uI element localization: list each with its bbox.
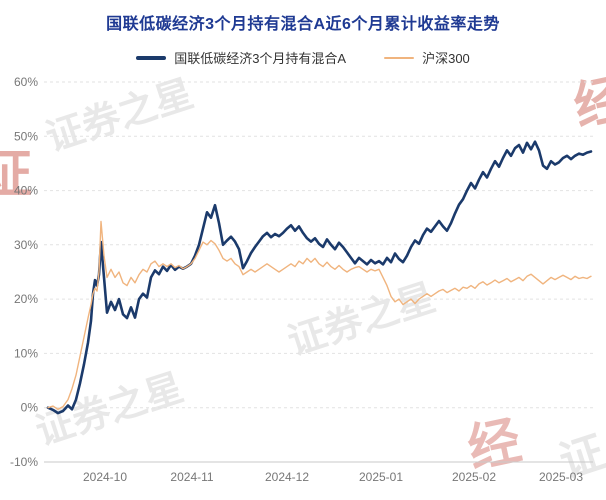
legend-label-csi300: 沪深300	[422, 51, 470, 66]
legend-label-fund: 国联低碳经济3个月持有混合A	[174, 51, 347, 66]
x-axis-label: 2025-01	[359, 470, 403, 484]
y-axis-label: 50%	[14, 129, 38, 143]
x-axis-label: 2024-12	[265, 470, 309, 484]
fund-line	[46, 140, 593, 415]
x-axis-label: 2024-11	[170, 470, 213, 484]
y-axis-label: 10%	[14, 346, 38, 360]
legend-item-csi300[interactable]: 沪深300	[384, 48, 470, 67]
y-axis-label: -10%	[10, 455, 38, 469]
page-title: 国联低碳经济3个月持有混合A近6个月累计收益率走势	[106, 16, 500, 33]
y-axis-label: 30%	[14, 238, 38, 252]
fund-line-swatch	[136, 55, 167, 60]
x-axis-label: 2025-02	[452, 470, 496, 484]
y-axis-label: 60%	[14, 75, 38, 89]
x-axis-label: 2025-03	[539, 470, 583, 484]
y-axis-label: 20%	[14, 292, 38, 306]
index-line-swatch	[384, 56, 415, 59]
legend: 国联低碳经济3个月持有混合A 沪深300	[0, 48, 606, 67]
x-axis-label: 2024-10	[83, 470, 127, 484]
y-axis-label: 0%	[21, 401, 39, 415]
legend-item-fund[interactable]: 国联低碳经济3个月持有混合A	[136, 48, 346, 67]
y-axis-label: 40%	[14, 184, 38, 198]
csi300-line	[47, 220, 592, 410]
